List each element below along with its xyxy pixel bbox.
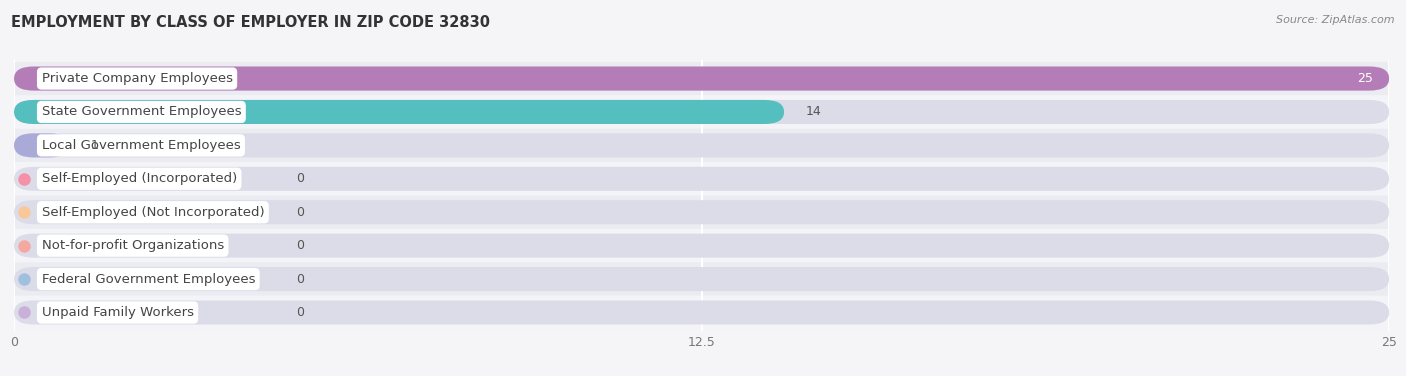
FancyBboxPatch shape [14,67,1389,91]
Text: 25: 25 [1357,72,1372,85]
Text: Local Government Employees: Local Government Employees [42,139,240,152]
Text: 0: 0 [295,273,304,286]
FancyBboxPatch shape [14,100,785,124]
Text: EMPLOYMENT BY CLASS OF EMPLOYER IN ZIP CODE 32830: EMPLOYMENT BY CLASS OF EMPLOYER IN ZIP C… [11,15,491,30]
Text: 0: 0 [295,239,304,252]
Text: Self-Employed (Incorporated): Self-Employed (Incorporated) [42,172,236,185]
Text: Federal Government Employees: Federal Government Employees [42,273,254,286]
FancyBboxPatch shape [14,133,69,158]
FancyBboxPatch shape [14,267,1389,291]
FancyBboxPatch shape [14,62,1389,95]
FancyBboxPatch shape [14,167,1389,191]
Text: Not-for-profit Organizations: Not-for-profit Organizations [42,239,224,252]
FancyBboxPatch shape [14,233,1389,258]
Text: State Government Employees: State Government Employees [42,105,242,118]
FancyBboxPatch shape [14,100,1389,124]
Text: 0: 0 [295,306,304,319]
FancyBboxPatch shape [14,133,1389,158]
Text: Unpaid Family Workers: Unpaid Family Workers [42,306,194,319]
Text: 0: 0 [295,206,304,219]
FancyBboxPatch shape [14,200,1389,224]
FancyBboxPatch shape [14,296,1389,329]
Text: Self-Employed (Not Incorporated): Self-Employed (Not Incorporated) [42,206,264,219]
FancyBboxPatch shape [14,67,1389,91]
FancyBboxPatch shape [14,129,1389,162]
FancyBboxPatch shape [14,196,1389,229]
Text: 0: 0 [295,172,304,185]
Text: 14: 14 [806,105,823,118]
FancyBboxPatch shape [14,262,1389,296]
Text: 1: 1 [91,139,98,152]
Text: Source: ZipAtlas.com: Source: ZipAtlas.com [1277,15,1395,25]
FancyBboxPatch shape [14,229,1389,262]
FancyBboxPatch shape [14,300,1389,324]
Text: Private Company Employees: Private Company Employees [42,72,232,85]
FancyBboxPatch shape [14,162,1389,196]
FancyBboxPatch shape [14,95,1389,129]
